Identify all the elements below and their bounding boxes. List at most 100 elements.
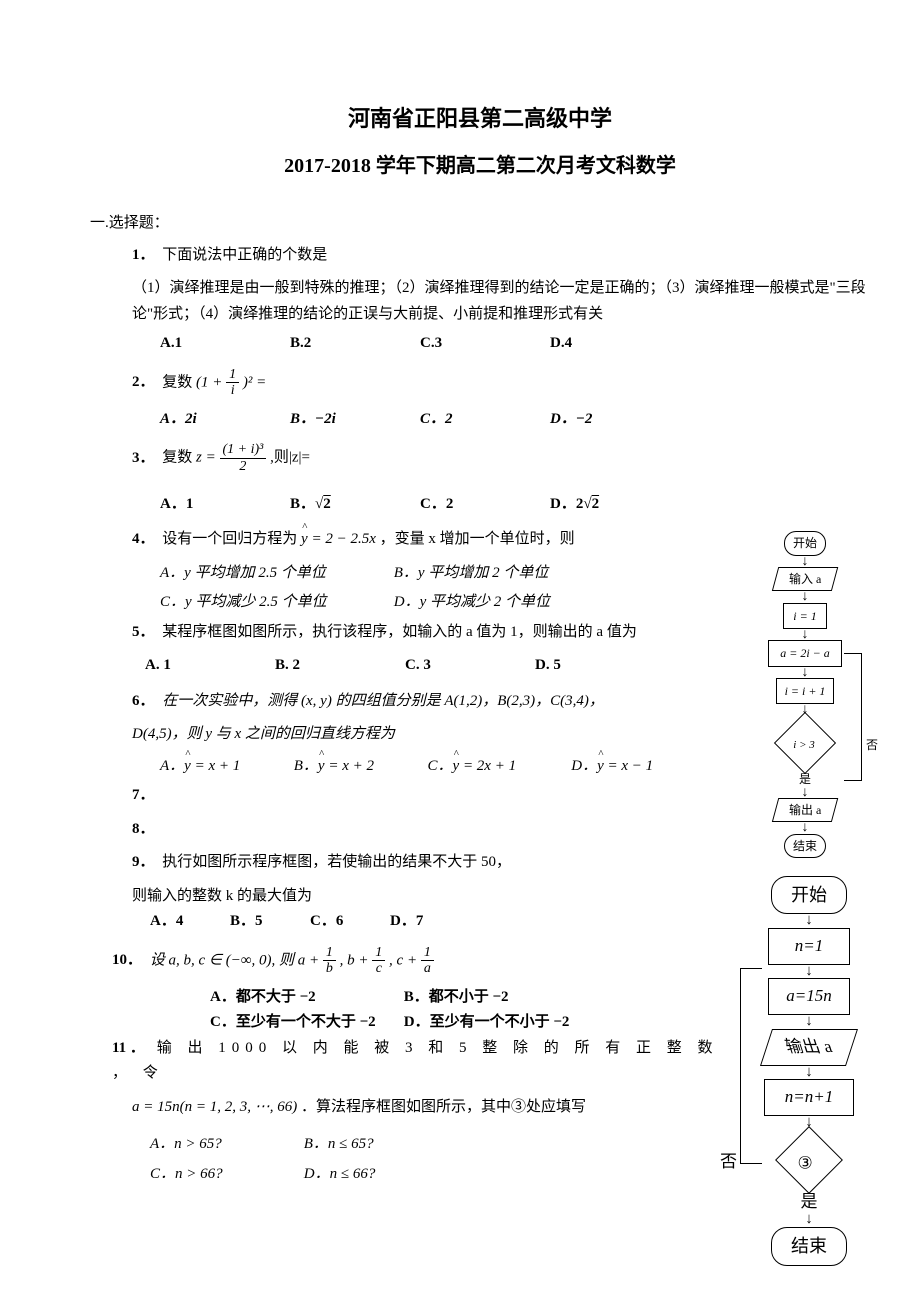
fc2-box2: a=15n [768, 978, 850, 1015]
q10-row1: A．都不大于 −2 B．都不小于 −2 [210, 985, 740, 1011]
fc2-box3: n=n+1 [764, 1079, 854, 1116]
q3-opt-b: B．√2 [290, 492, 420, 518]
q4-row2: C．y 平均减少 2.5 个单位 D．y 平均减少 2 个单位 [160, 590, 740, 616]
q4-num: 4． [132, 531, 155, 547]
fc1-no: 否 [866, 735, 878, 755]
arrow-down-icon: ↓ [750, 965, 868, 979]
q2-opt-b: B．−2i [290, 407, 420, 433]
q6-line1: 在一次实验中，测得 (x, y) 的四组值分别是 A(1,2)，B(2,3)，C… [162, 693, 604, 709]
q1-num: 1． [132, 247, 155, 263]
q1-options: A.1 B.2 C.3 D.4 [160, 331, 870, 357]
q4-suffix: ，变量 x 增加一个单位时，则 [380, 531, 575, 547]
q9-line2: 则输入的整数 k 的最大值为 [132, 884, 740, 910]
q4-yhat: y [301, 527, 308, 553]
arrow-down-icon: ↓ [750, 914, 868, 928]
question-1: 1． 下面说法中正确的个数是 [132, 243, 870, 269]
fc1-start: 开始 [784, 531, 826, 555]
arrow-down-icon: ↓ [750, 1213, 868, 1227]
flowchart-2: 开始 ↓ n=1 ↓ a=15n ↓ 输出 a ↓ n=n+1 ↓ ③ 否 是 … [750, 876, 868, 1266]
q9-opt-b: B．5 [230, 909, 310, 935]
q3-frac: (1 + i)³ 2 [220, 442, 267, 474]
q1-text: 下面说法中正确的个数是 [162, 247, 327, 263]
q11-row1: A．n > 65? B．n ≤ 65? [150, 1132, 740, 1158]
arrow-down-icon: ↓ [750, 787, 860, 798]
q4-opt-c: C．y 平均减少 2.5 个单位 [160, 590, 390, 616]
q1-opt-b: B.2 [290, 331, 420, 357]
q4-opt-d: D．y 平均减少 2 个单位 [394, 594, 550, 610]
q2-prefix: 复数 [162, 374, 192, 390]
q11-opt-b: B．n ≤ 65? [304, 1136, 374, 1152]
q2-frac: 1 i [226, 367, 239, 399]
q3-opt-c: C．2 [420, 492, 550, 518]
q10-opt-b: B．都不小于 −2 [404, 985, 509, 1011]
q3-options: A．1 B．√2 C．2 D．2√2 [160, 492, 870, 518]
arrow-down-icon: ↓ [750, 591, 860, 602]
title-main: 河南省正阳县第二高级中学 [90, 100, 870, 137]
q8-num: 8． [132, 821, 155, 837]
q3-num: 3． [132, 450, 155, 466]
fc2-output: 输出 a [760, 1029, 858, 1066]
question-11: 11 ． 输 出 1000 以 内 能 被 3 和 5 整 除 的 所 有 正 … [112, 1036, 740, 1087]
q11-num: 11 ． [112, 1040, 145, 1056]
title-sub: 2017-2018 学年下期高二第二次月考文科数学 [90, 149, 870, 183]
q3-suffix: ,则|z|= [270, 450, 310, 466]
fc2-start: 开始 [771, 876, 847, 915]
q9-opt-a: A．4 [150, 909, 230, 935]
q3-prefix: 复数 [162, 450, 192, 466]
q9-num: 9． [132, 854, 155, 870]
q5-opt-c: C. 3 [405, 653, 535, 679]
arrow-down-icon: ↓ [750, 629, 860, 640]
fc2-no: 否 [720, 1148, 737, 1177]
q2-opt-a: A．2i [160, 407, 290, 433]
q11-line1: 输 出 1000 以 内 能 被 3 和 5 整 除 的 所 有 正 整 数 ，… [112, 1040, 718, 1082]
q2-expr-l: (1 + [196, 374, 222, 390]
fc2-diamond: ③ [775, 1126, 843, 1194]
arrow-down-icon: ↓ [750, 822, 860, 833]
fc1-end: 结束 [784, 834, 826, 858]
fc1-diamond: i > 3 [774, 712, 836, 774]
fc1-box3: i = i + 1 [776, 678, 834, 704]
q4-opt-a: A．y 平均增加 2.5 个单位 [160, 561, 390, 587]
q3-z: z = [196, 450, 216, 466]
q5-opt-b: B. 2 [275, 653, 405, 679]
fc1-input: 输入 a [772, 567, 839, 591]
q9-options: A．4 B．5 C．6 D．7 [150, 909, 740, 935]
fc1-box2: a = 2i − a [768, 640, 842, 666]
q10-prefix: 设 a, b, c ∈ (−∞, 0), 则 [150, 952, 298, 968]
q10-opt-a: A．都不大于 −2 [210, 985, 400, 1011]
q4-eq: = 2 − 2.5x [311, 531, 375, 547]
q10-row2: C．至少有一个不大于 −2 D．至少有一个不小于 −2 [210, 1010, 740, 1036]
q7-num: 7． [132, 787, 155, 803]
q11-opt-c: C．n > 66? [150, 1162, 300, 1188]
question-8: 8． [132, 817, 740, 843]
q3-opt-a: A．1 [160, 492, 290, 518]
question-9: 9． 执行如图所示程序框图，若使输出的结果不大于 50， [132, 850, 740, 876]
section-header: 一.选择题： [90, 211, 870, 237]
question-4: 4． 设有一个回归方程为 y = 2 − 2.5x ，变量 x 增加一个单位时，… [132, 527, 740, 553]
q11-row2: C．n > 66? D．n ≤ 66? [150, 1162, 740, 1188]
q1-opt-c: C.3 [420, 331, 550, 357]
q2-num: 2． [132, 374, 155, 390]
q5-opt-a: A. 1 [145, 653, 275, 679]
q5-text: 某程序框图如图所示，执行该程序，如输入的 a 值为 1，则输出的 a 值为 [162, 624, 637, 640]
q4-opt-b: B．y 平均增加 2 个单位 [394, 565, 549, 581]
fc2-box1: n=1 [768, 928, 850, 965]
arrow-down-icon: ↓ [750, 556, 860, 567]
q1-opt-a: A.1 [160, 331, 290, 357]
q4-prefix: 设有一个回归方程为 [162, 531, 297, 547]
q1-opt-d: D.4 [550, 331, 572, 357]
q5-opt-d: D. 5 [535, 653, 561, 679]
q1-detail: （1）演绎推理是由一般到特殊的推理；（2）演绎推理得到的结论一定是正确的；（3）… [132, 276, 870, 327]
question-5: 5． 某程序框图如图所示，执行该程序，如输入的 a 值为 1，则输出的 a 值为 [132, 620, 740, 646]
q11-opt-a: A．n > 65? [150, 1132, 300, 1158]
q2-opt-c: C．2 [420, 407, 550, 433]
q6-line2: D(4,5)，则 y 与 x 之间的回归直线方程为 [132, 722, 740, 748]
q9-opt-c: C．6 [310, 909, 390, 935]
fc1-box1: i = 1 [783, 603, 827, 629]
q10-opt-d: D．至少有一个不小于 −2 [404, 1010, 570, 1036]
q2-options: A．2i B．−2i C．2 D．−2 [160, 407, 870, 433]
fc2-end: 结束 [771, 1227, 847, 1266]
q3-opt-d: D．2√2 [550, 492, 599, 518]
question-2: 2． 复数 (1 + 1 i )² = [132, 367, 870, 399]
q11-opt-d: D．n ≤ 66? [304, 1166, 376, 1182]
